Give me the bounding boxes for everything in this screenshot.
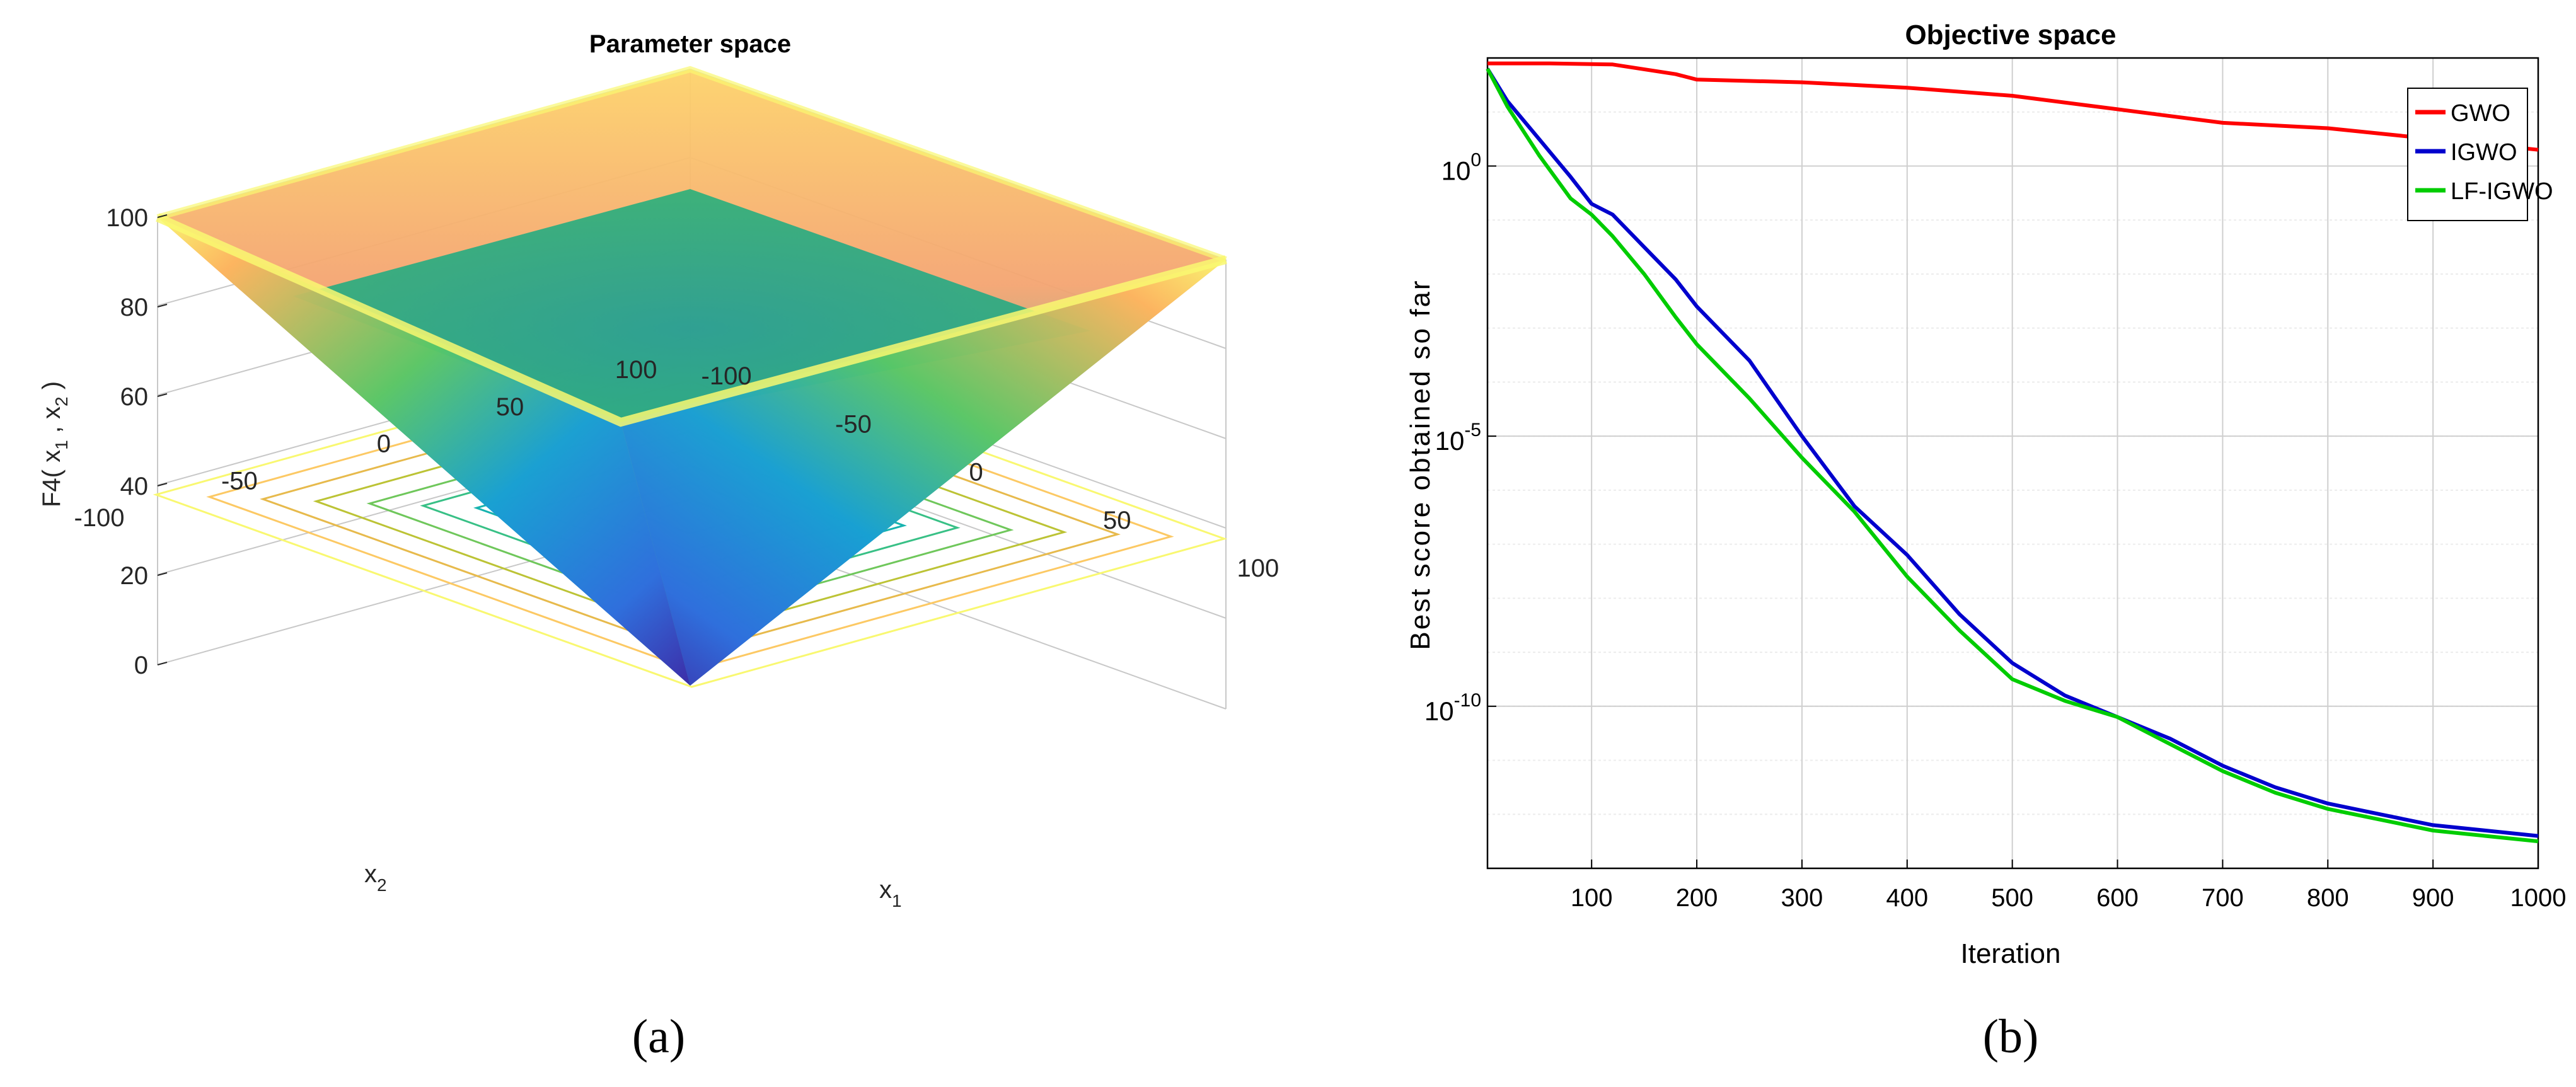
y-tick-label: 100 (1441, 149, 1481, 185)
surface-plot-title: Parameter space (589, 30, 791, 58)
y-tick-label: 10-5 (1435, 420, 1481, 456)
z-tick-mark (157, 214, 168, 218)
plot-frame (1486, 57, 2539, 870)
legend-label-gwo: GWO (2451, 100, 2510, 127)
x2-tick-label: 100 (615, 356, 657, 384)
x-tick-label: 500 (1991, 884, 2033, 912)
x1-axis-label: x1 (879, 876, 902, 911)
x2-axis: -100 -50 0 50 100 (74, 356, 657, 532)
z-tick-label: 40 (120, 473, 149, 500)
surface-back-rim (156, 66, 1227, 263)
z-axis-label: F4( x1 , x2 ) (38, 381, 71, 507)
series-line-gwo (1487, 61, 2539, 152)
x1-tick-label: 100 (1237, 555, 1279, 582)
series-line-lf-igwo (1486, 67, 2539, 844)
surface-mesh (156, 66, 1227, 686)
z-tick-mark (157, 304, 168, 308)
convergence-y-axis-label: Best score obtained so far (1405, 279, 1436, 650)
z-tick-label: 100 (106, 204, 148, 232)
convergence-x-axis-label: Iteration (1961, 938, 2061, 969)
z-tick-mark (157, 483, 168, 486)
z-tick-label: 80 (120, 294, 149, 321)
z-tick-mark (157, 393, 168, 397)
x-tick-label: 400 (1886, 884, 1928, 912)
legend-label-lf-igwo: LF-IGWO (2451, 178, 2553, 205)
x-tick-label: 800 (2307, 884, 2349, 912)
x1-axis: -100 -50 0 50 100 (702, 362, 1279, 582)
surface-front-left-face (158, 217, 690, 686)
convergence-plot-title: Objective space (1905, 20, 2116, 50)
surface-plot-panel: Parameter space (38, 30, 1279, 1063)
series-line-igwo (1486, 67, 2539, 838)
x1-tick-label: -50 (835, 410, 872, 438)
panel-b-label: (b) (1983, 1010, 2039, 1063)
z-tick-label: 20 (120, 562, 149, 590)
panel-a-label: (a) (632, 1010, 685, 1063)
convergence-plot-panel: Objective space 100 200 300 400 500 600 700 800… (1405, 20, 2566, 1063)
x1-tick-label: -100 (702, 362, 752, 390)
z-tick-mark (157, 662, 168, 665)
surface-rim (156, 213, 1227, 427)
legend-label-igwo: IGWO (2451, 139, 2517, 166)
z-tick-label: 60 (120, 383, 149, 411)
x-tick-label: 600 (2096, 884, 2139, 912)
x-tick-label: 900 (2412, 884, 2454, 912)
z-axis: 0 20 40 60 80 100 (106, 204, 168, 679)
x2-tick-label: -50 (221, 467, 258, 495)
convergence-axes: 100 200 300 400 500 600 700 800 900 1000 100 10-5 10… (1424, 57, 2567, 912)
x2-tick-label: 50 (496, 393, 524, 421)
x-tick-label: 1000 (2510, 884, 2567, 912)
x-tick-label: 700 (2202, 884, 2244, 912)
x1-tick-label: 50 (1103, 507, 1131, 534)
z-tick-label: 0 (134, 652, 148, 679)
y-tick-label: 10-10 (1424, 690, 1481, 726)
x-tick-label: 300 (1781, 884, 1823, 912)
x2-tick-label: -100 (74, 504, 124, 532)
legend: GWO IGWO LF-IGWO (2407, 88, 2553, 221)
x2-tick-label: 0 (377, 430, 391, 458)
x2-axis-label: x2 (364, 860, 387, 895)
surface-front-right-face (621, 260, 1226, 686)
x-tick-label: 200 (1676, 884, 1718, 912)
x1-tick-label: 0 (969, 459, 983, 486)
z-tick-mark (157, 572, 168, 576)
x-tick-label: 100 (1571, 884, 1613, 912)
